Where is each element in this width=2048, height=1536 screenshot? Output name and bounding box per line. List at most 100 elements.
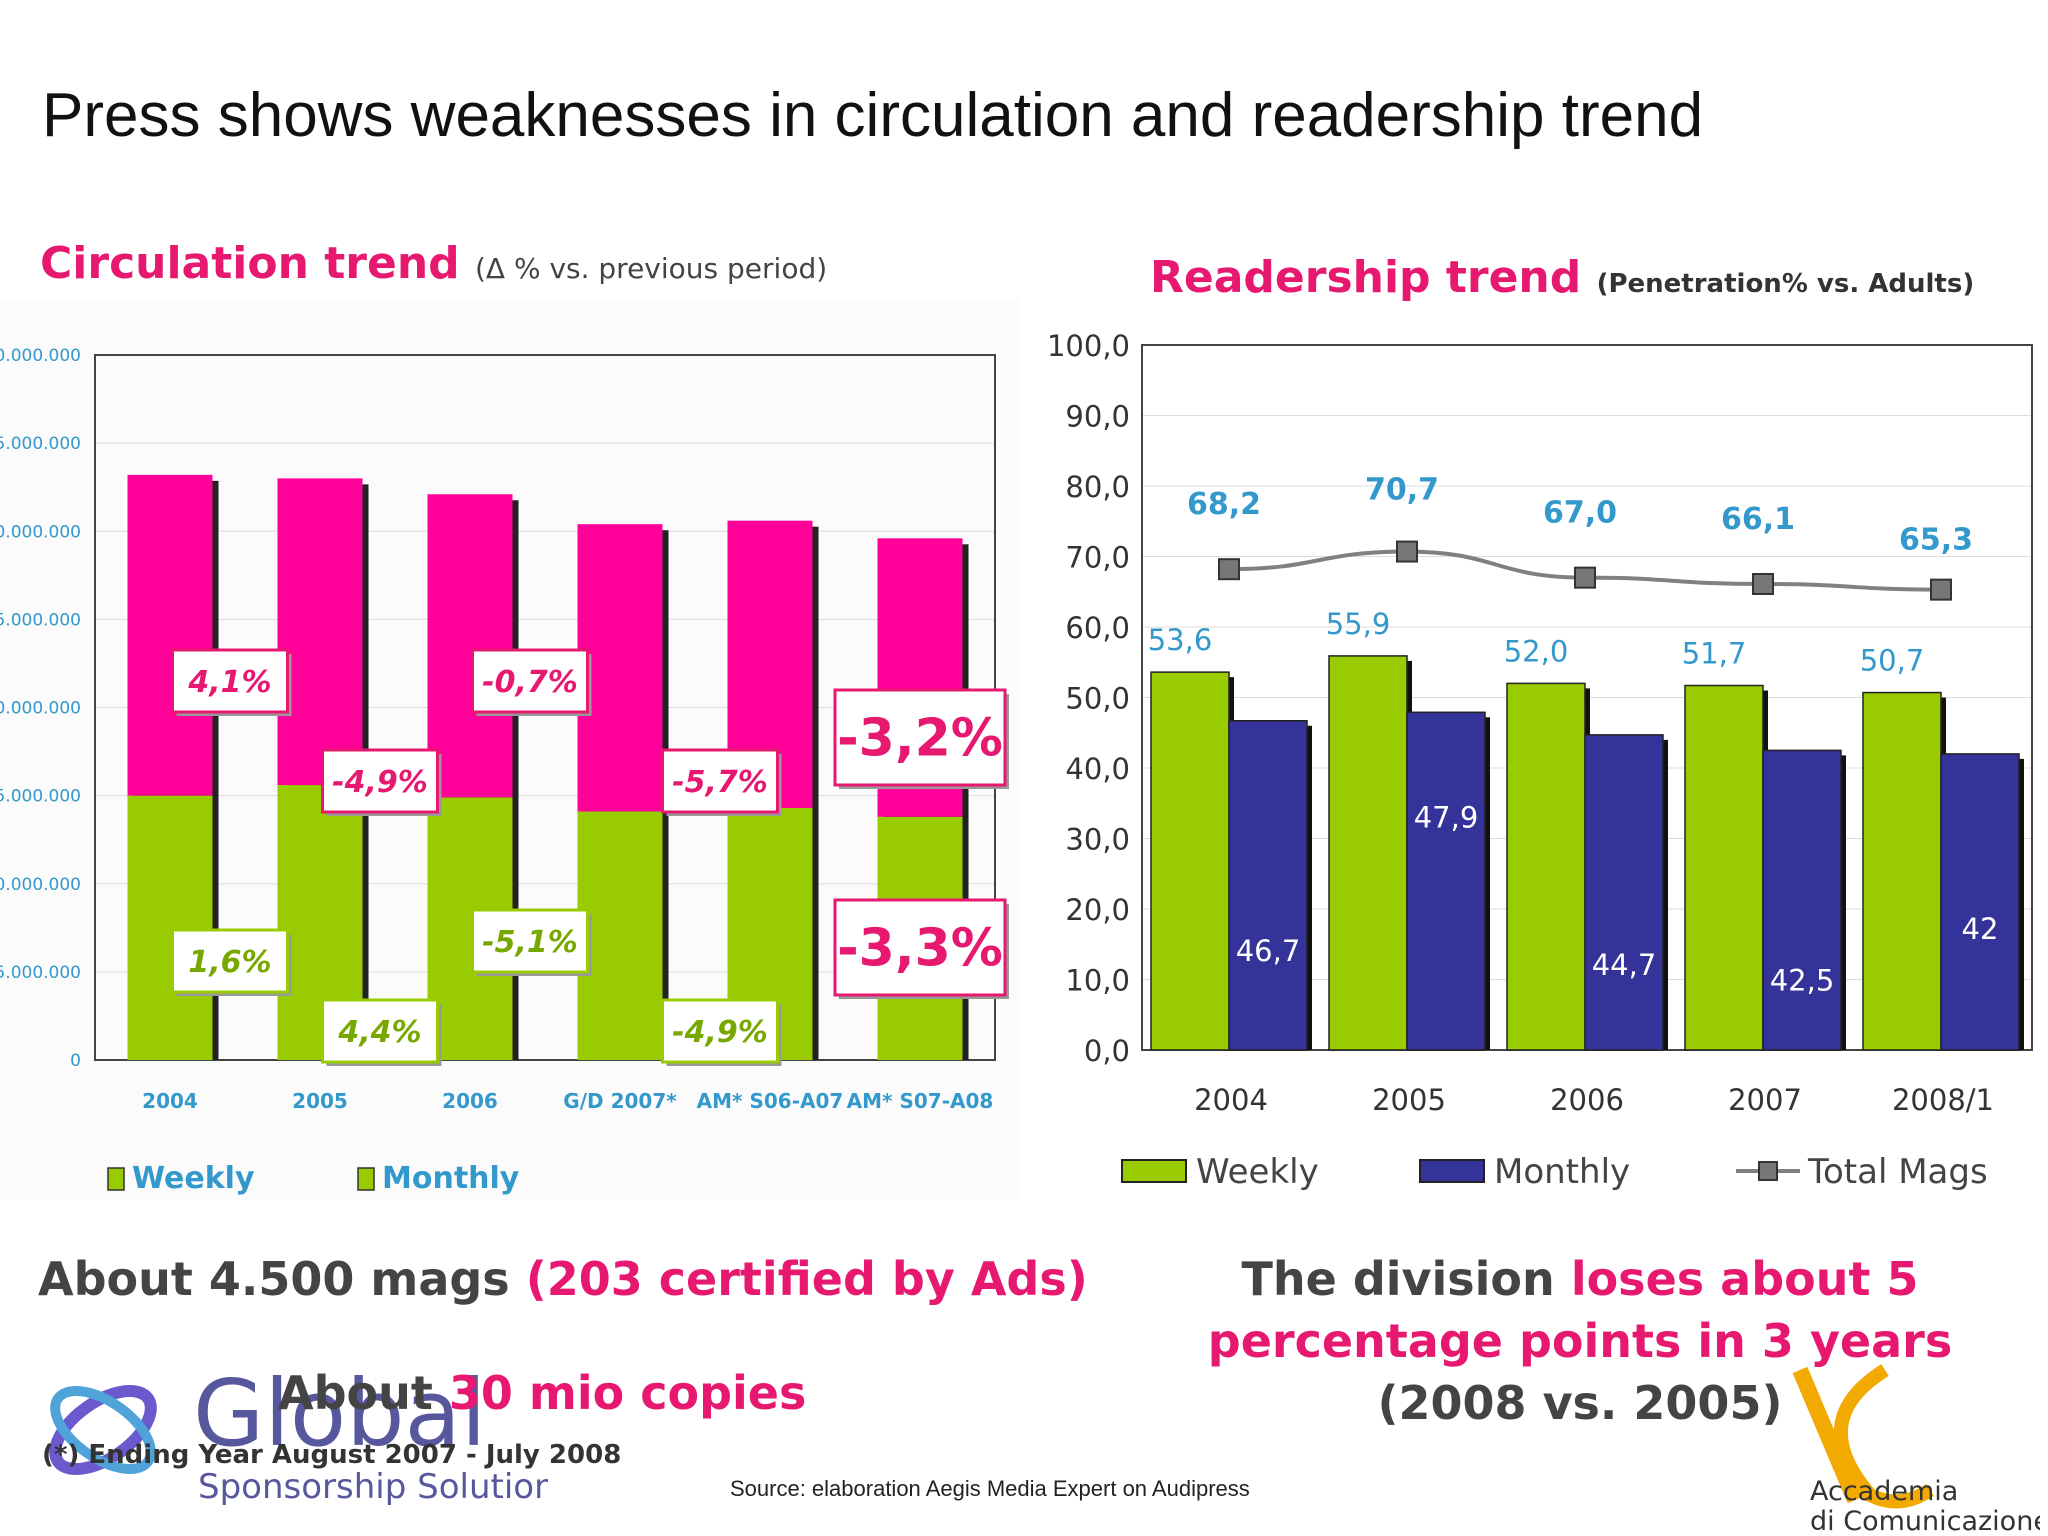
total-mags-marker xyxy=(1752,572,1774,595)
monthly-change-label: -5,7% xyxy=(672,765,768,800)
readership-x-tick: 2004 xyxy=(1194,1083,1268,1117)
total-value-label: 66,1 xyxy=(1721,502,1795,537)
note-division: The division loses about 5 percentage po… xyxy=(1130,1248,2030,1434)
total-value-label: 67,0 xyxy=(1543,496,1617,531)
circulation-legend-swatch xyxy=(357,1167,375,1191)
total-mags-marker xyxy=(1396,540,1418,563)
readership-y-tick: 10,0 xyxy=(1065,964,1130,998)
weekly-value-label: 51,7 xyxy=(1682,637,1747,671)
circulation-subtitle: (Δ % vs. previous period) xyxy=(474,252,828,285)
readership-y-tick: 90,0 xyxy=(1065,400,1130,434)
circulation-bar-monthly xyxy=(427,494,513,798)
monthly-value-label: 42,5 xyxy=(1770,963,1835,997)
circulation-y-tick: 40.000.000 xyxy=(0,346,81,366)
readership-bar-weekly xyxy=(1150,671,1230,1051)
change-label-box xyxy=(661,748,779,814)
circulation-title-text: Circulation trend xyxy=(40,238,460,289)
readership-x-tick: 2006 xyxy=(1550,1083,1624,1117)
circulation-y-tick: 30.000.000 xyxy=(0,522,81,542)
weekly-change-label: -5,1% xyxy=(482,925,578,960)
readership-y-tick: 100,0 xyxy=(1047,329,1130,363)
circulation-x-tick: 2004 xyxy=(142,1089,198,1113)
readership-x-tick: 2005 xyxy=(1372,1083,1446,1117)
monthly-change-label: -3,2% xyxy=(837,709,1003,769)
change-label-box xyxy=(471,908,589,974)
total-value-label: 65,3 xyxy=(1899,523,1973,558)
circulation-legend-label: Monthly xyxy=(382,1161,520,1196)
readership-y-tick: 40,0 xyxy=(1065,752,1130,786)
total-mags-marker xyxy=(1574,566,1596,589)
note-mags-text: About 4.500 mags xyxy=(38,1252,526,1306)
total-mags-marker xyxy=(1930,578,1952,601)
weekly-value-label: 55,9 xyxy=(1326,607,1391,641)
readership-bar-monthly xyxy=(1228,720,1308,1051)
readership-y-tick: 0,0 xyxy=(1084,1034,1130,1068)
circulation-legend-label: Weekly xyxy=(132,1161,255,1196)
readership-title-text: Readership trend xyxy=(1150,252,1582,303)
readership-bar-monthly xyxy=(1406,711,1486,1051)
page-title: Press shows weaknesses in circulation an… xyxy=(42,81,1704,150)
monthly-value-label: 42 xyxy=(1962,912,1999,946)
weekly-change-label: -3,3% xyxy=(837,919,1003,979)
readership-x-tick: 2007 xyxy=(1728,1083,1802,1117)
readership-bar-weekly xyxy=(1328,655,1408,1051)
readership-legend-marker xyxy=(1758,1161,1778,1181)
circulation-y-tick: 10.000.000 xyxy=(0,875,81,895)
circulation-bar-monthly xyxy=(127,474,213,796)
accademia-line2: di Comunicazione xyxy=(1810,1506,2040,1536)
monthly-change-label: -4,9% xyxy=(332,765,428,800)
readership-chart: 0,0 10,0 20,0 30,0 40,0 50,0 60,0 70,0 80,0 90,0 1… xyxy=(1047,329,2033,1192)
change-label-box xyxy=(321,748,439,814)
weekly-value-label: 50,7 xyxy=(1860,644,1925,678)
monthly-value-label: 47,9 xyxy=(1414,800,1479,834)
change-label-box xyxy=(833,688,1007,787)
weekly-value-label: 52,0 xyxy=(1504,634,1569,668)
total-value-label: 68,2 xyxy=(1187,487,1261,522)
note-division-text: The division xyxy=(1241,1252,1571,1306)
readership-legend-swatch-weekly xyxy=(1121,1159,1187,1183)
circulation-chart: 0 5.000.000 10.000.000 15.000.000 20.000.000… xyxy=(0,300,1020,1200)
monthly-change-label: -0,7% xyxy=(482,665,578,700)
circulation-x-tick: AM* S06-A07 xyxy=(697,1089,844,1113)
weekly-change-label: -4,9% xyxy=(672,1015,768,1050)
note-division-tail: (2008 vs. 2005) xyxy=(1377,1376,1783,1430)
circulation-y-tick: 25.000.000 xyxy=(0,610,81,630)
readership-y-tick: 70,0 xyxy=(1065,541,1130,575)
change-label-box xyxy=(171,648,289,714)
readership-bar-weekly xyxy=(1862,691,1942,1051)
circulation-x-tick: AM* S07-A08 xyxy=(847,1089,994,1113)
note-mags-highlight: (203 certified by Ads) xyxy=(525,1252,1088,1306)
circulation-bar-weekly xyxy=(127,795,213,1060)
note-division-highlight: loses about 5 percentage points in 3 yea… xyxy=(1207,1252,1953,1368)
circulation-y-tick: 35.000.000 xyxy=(0,434,81,454)
monthly-change-label: 4,1% xyxy=(187,665,271,700)
global-logo-sub: Sponsorship Solutions xyxy=(198,1467,548,1507)
note-mags: About 4.500 mags (203 certified by Ads) xyxy=(38,1252,1088,1306)
readership-y-tick: 80,0 xyxy=(1065,470,1130,504)
monthly-value-label: 44,7 xyxy=(1592,948,1657,982)
readership-bar-monthly xyxy=(1762,749,1842,1051)
circulation-y-tick: 15.000.000 xyxy=(0,787,81,807)
weekly-change-label: 1,6% xyxy=(188,945,271,980)
readership-bar-monthly xyxy=(1940,753,2020,1051)
readership-y-tick: 30,0 xyxy=(1065,823,1130,857)
global-logo-word: Global xyxy=(193,1360,486,1467)
readership-legend-label: Total Mags xyxy=(1807,1152,1988,1192)
circulation-x-tick: 2005 xyxy=(292,1089,348,1113)
readership-bar-monthly xyxy=(1584,734,1664,1051)
readership-bar-weekly xyxy=(1684,684,1764,1051)
circulation-bar-monthly xyxy=(577,524,663,812)
note-copies-text: About xyxy=(278,1366,449,1420)
total-mags-marker xyxy=(1218,558,1240,581)
accademia-logo: Accademia di Comunicazione xyxy=(1792,1364,2040,1536)
readership-x-tick: 2008/1 xyxy=(1892,1083,1994,1117)
footnote: (*) Ending Year August 2007 - July 2008 xyxy=(42,1440,622,1470)
circulation-y-tick: 5.000.000 xyxy=(0,963,81,983)
circulation-bar-weekly xyxy=(577,811,663,1060)
readership-subtitle: (Penetration% vs. Adults) xyxy=(1596,269,1975,299)
change-label-box xyxy=(171,928,289,994)
readership-chart-title: Readership trend (Penetration% vs. Adult… xyxy=(1150,252,1974,303)
change-label-box xyxy=(833,898,1007,997)
circulation-bar-monthly xyxy=(277,478,363,786)
readership-y-tick: 60,0 xyxy=(1065,611,1130,645)
